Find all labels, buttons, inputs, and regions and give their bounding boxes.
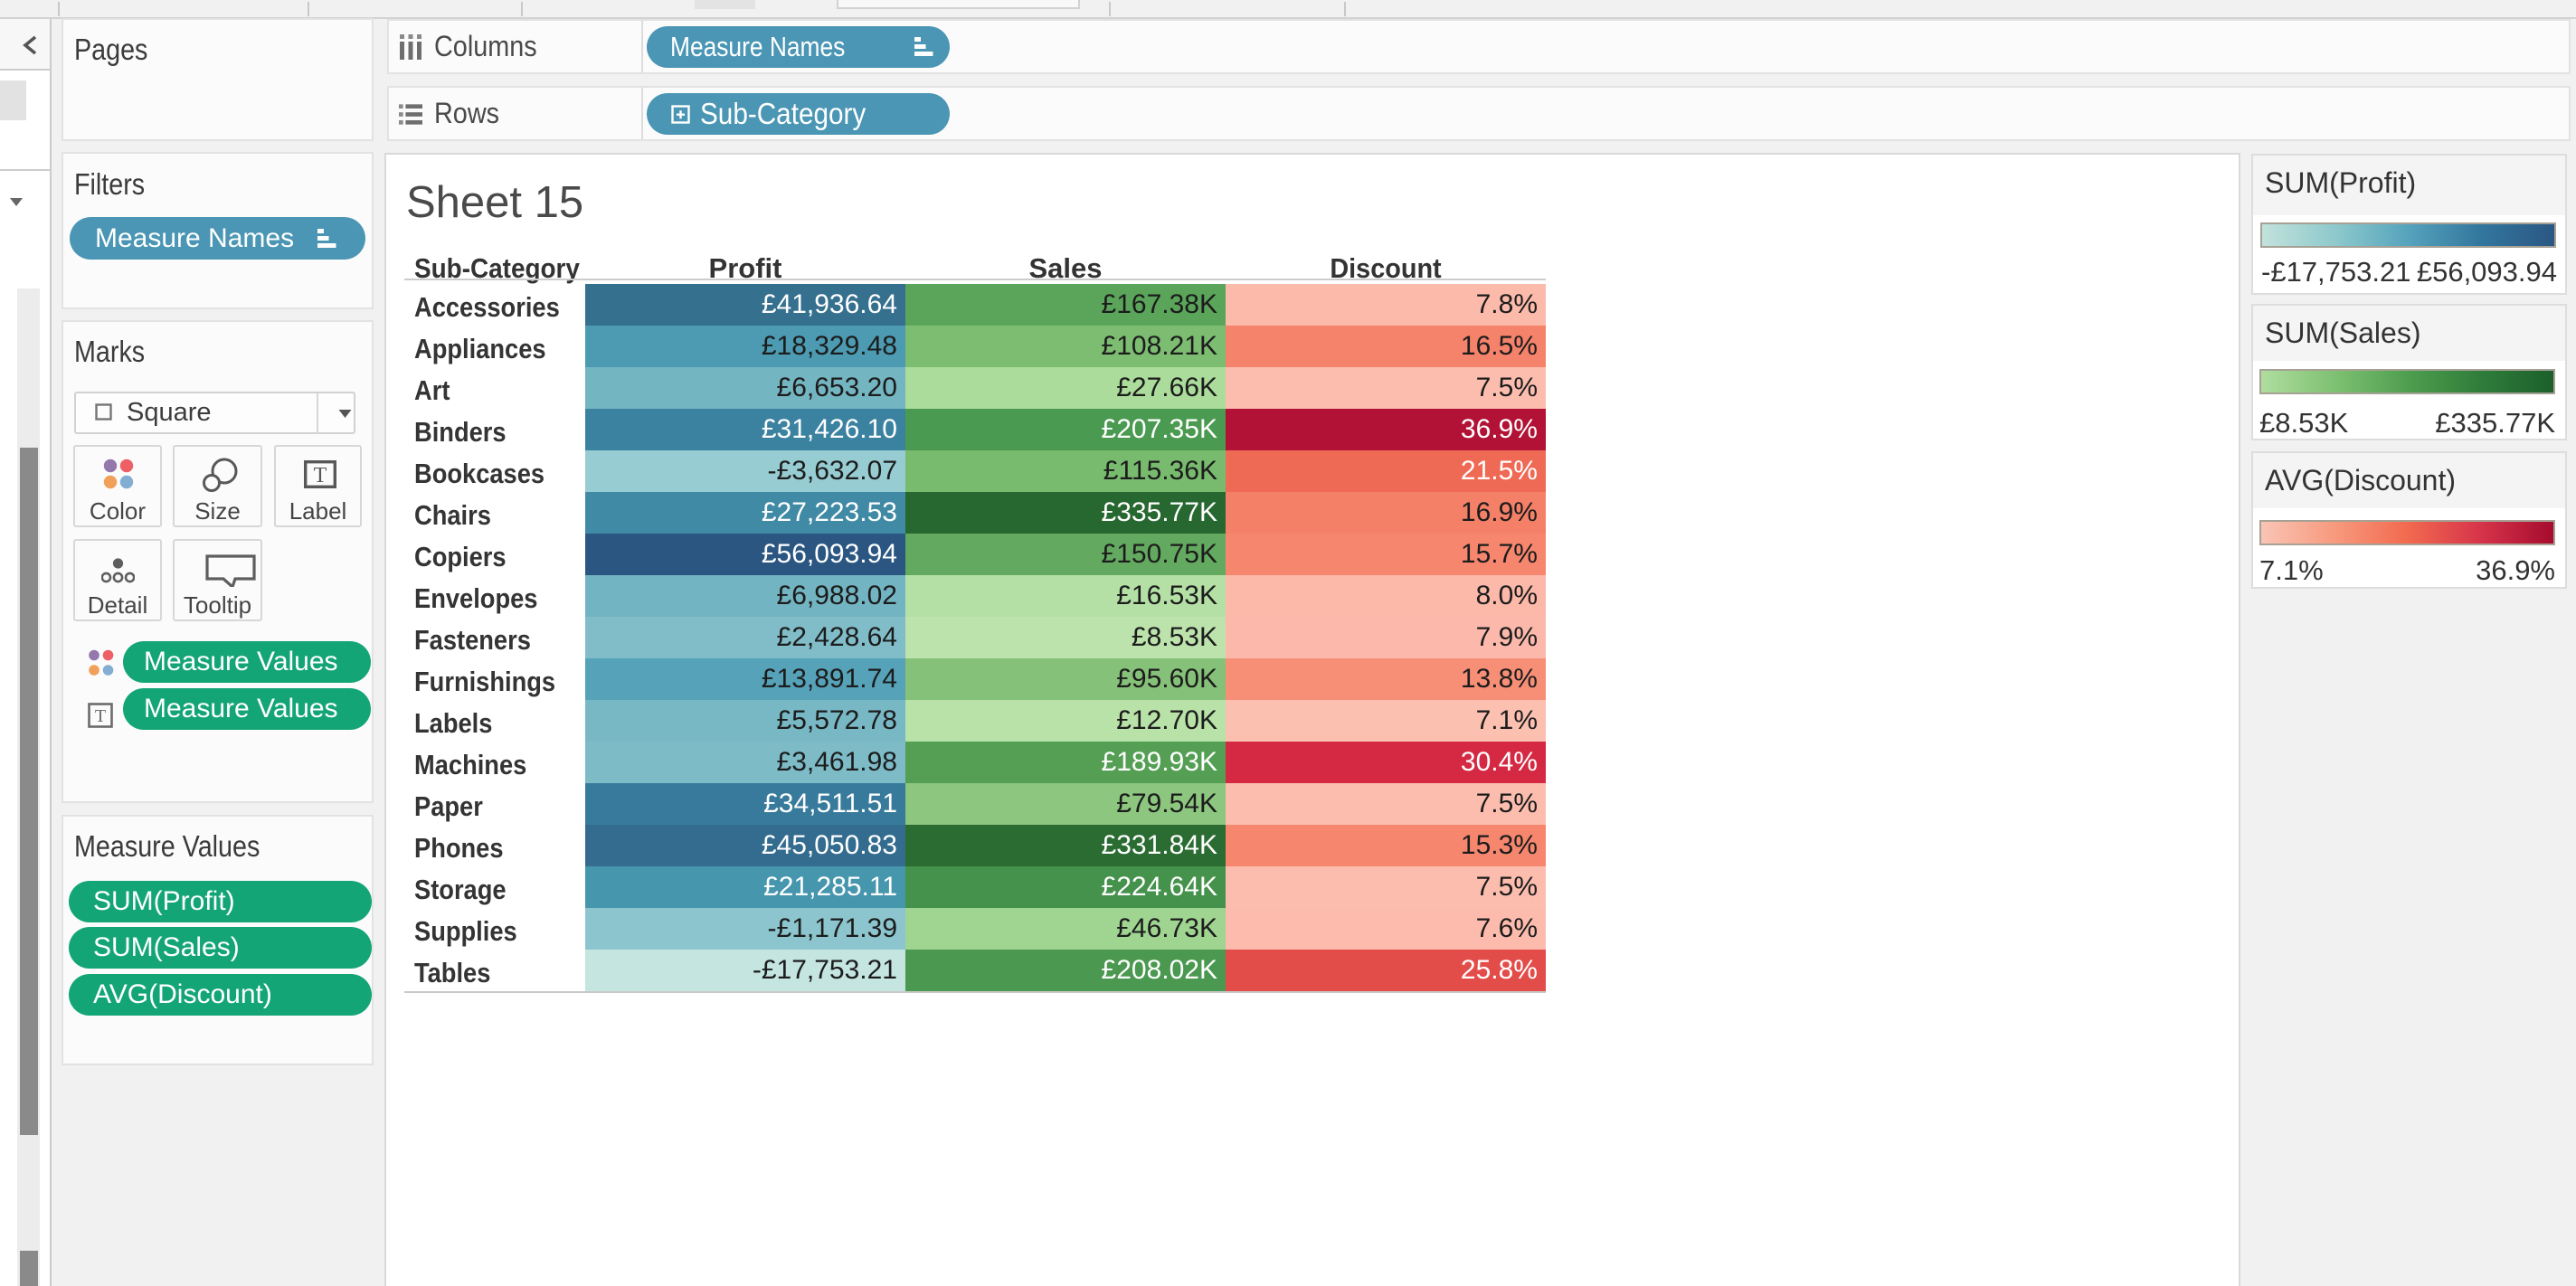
- svg-text:T: T: [314, 464, 327, 487]
- svg-text:T: T: [95, 706, 106, 726]
